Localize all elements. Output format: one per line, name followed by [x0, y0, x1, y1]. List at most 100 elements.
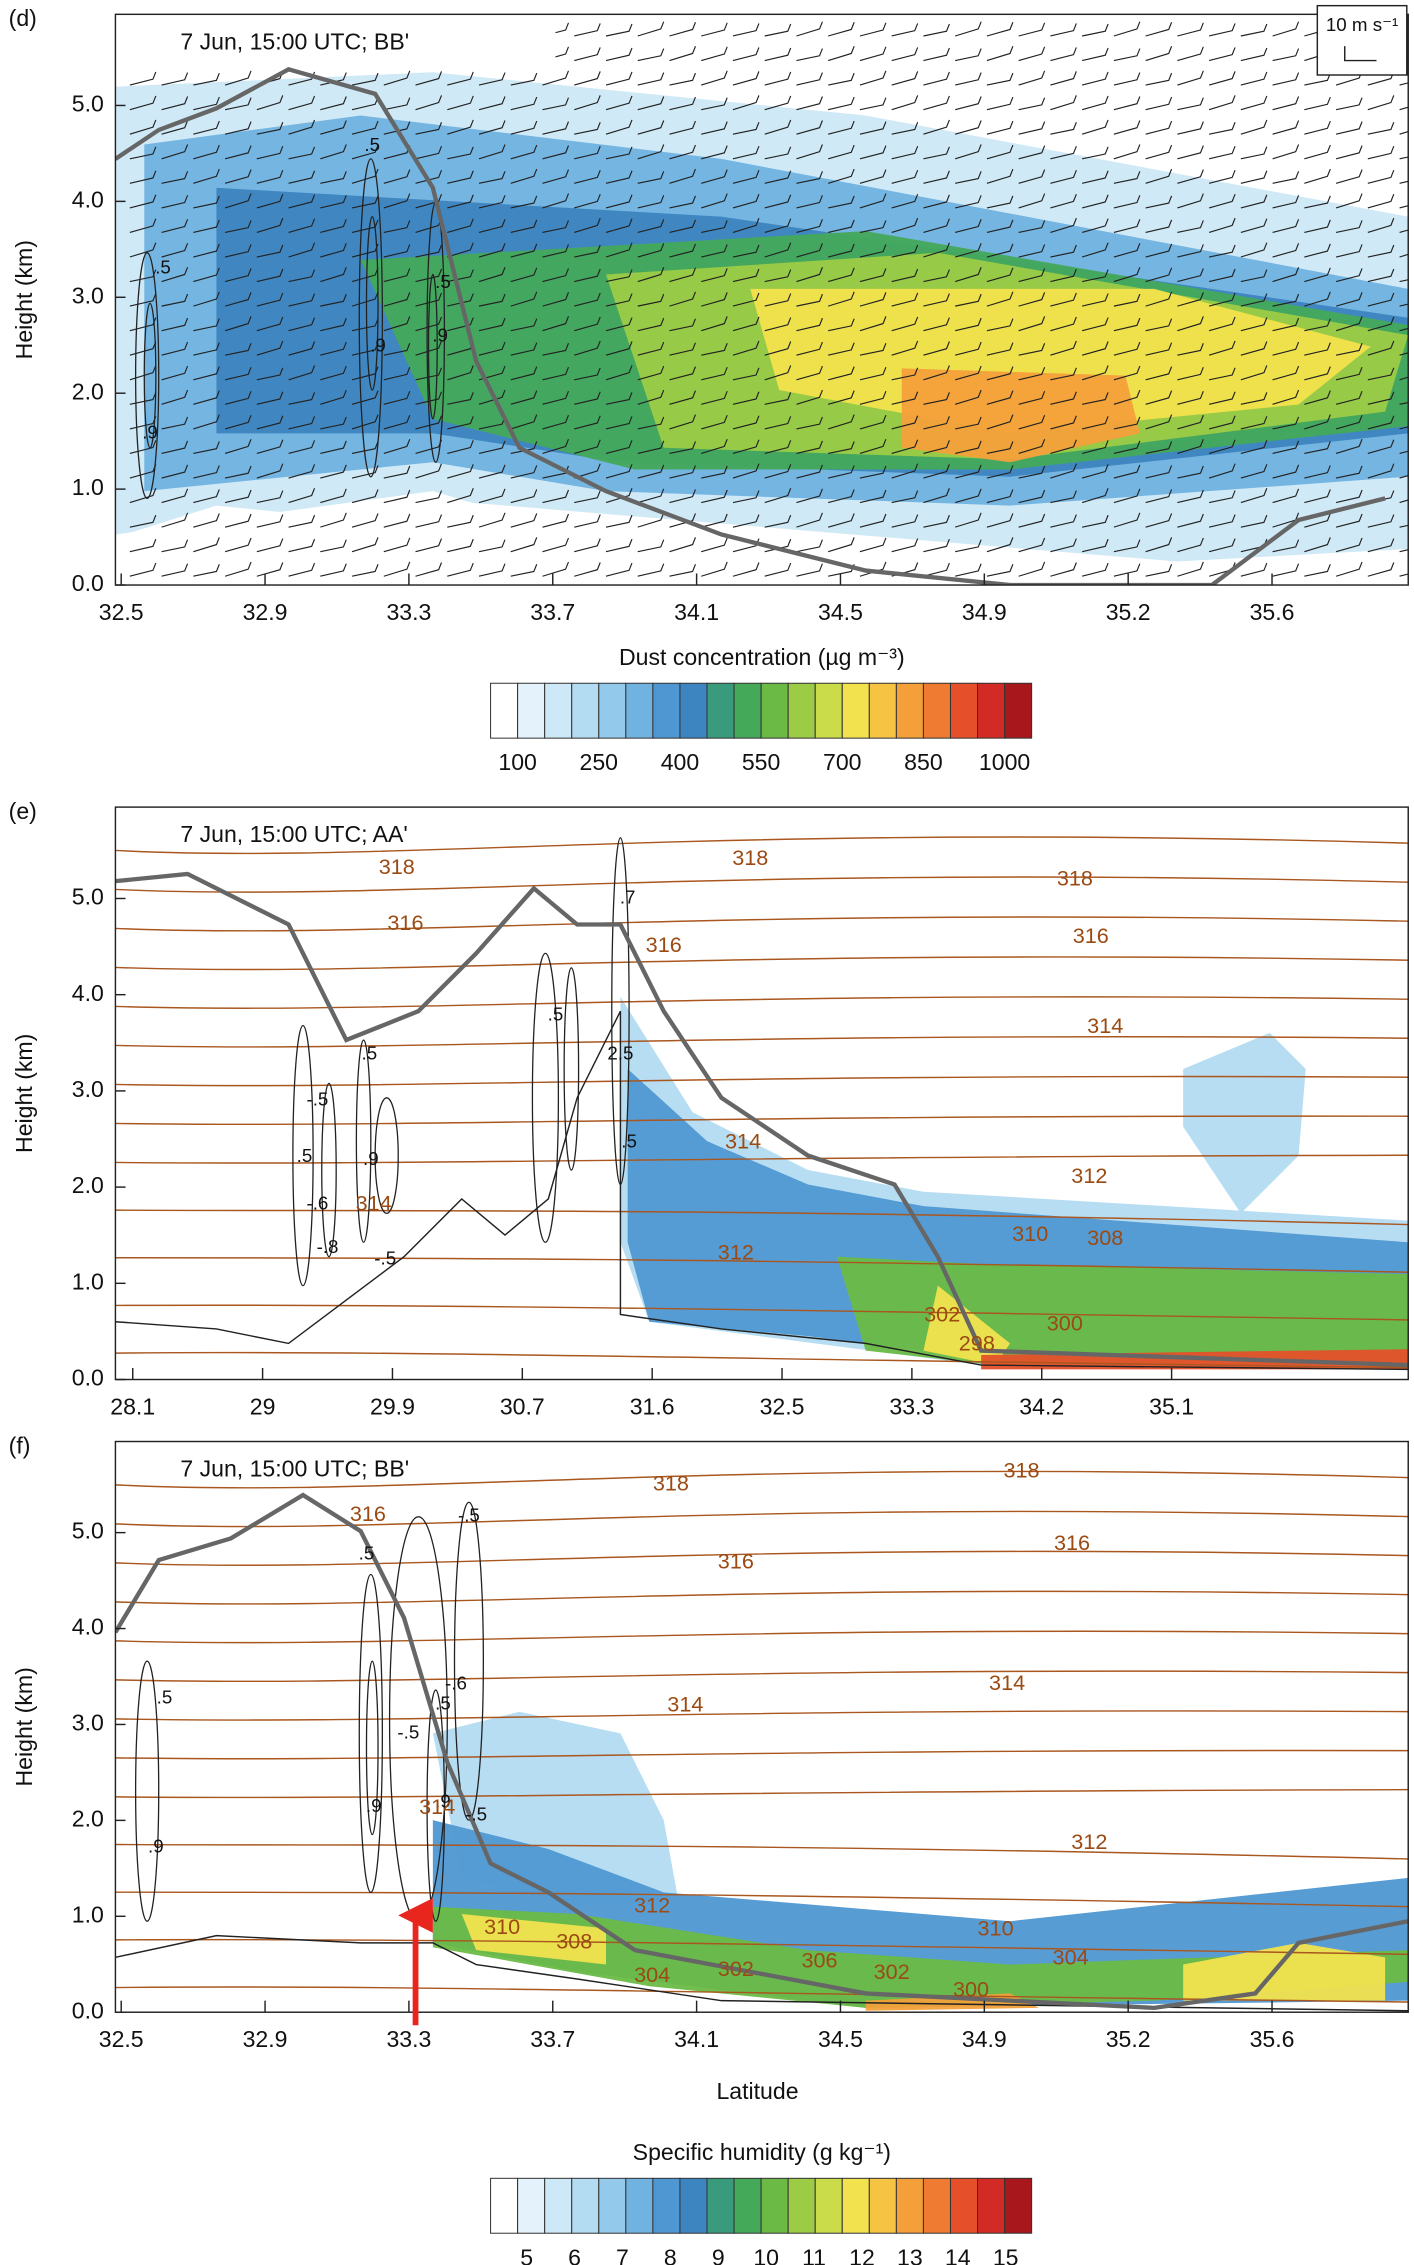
x-tick-label: 32.9	[243, 599, 288, 625]
colorbar-box	[544, 682, 573, 739]
contour-label: .5	[548, 1003, 564, 1024]
theta-contour	[115, 996, 1409, 1009]
y-tick-label: 2.0	[72, 1172, 104, 1198]
y-tick-label: 4.0	[72, 186, 104, 212]
y-tick-label: 0.0	[72, 570, 104, 596]
colorbar-box	[625, 2177, 654, 2234]
x-tick-label: 32.9	[243, 2026, 288, 2052]
theta-contour	[115, 1986, 1409, 2003]
theta-contour	[115, 1510, 1409, 1528]
panel: (d) 7 Jun, 15:00 UTC; BB' Height (km) 0.0 1.…	[9, 4, 1409, 775]
plot-area	[115, 1470, 1409, 2049]
colorbar-box	[679, 2177, 708, 2234]
shading	[836, 1256, 1409, 1366]
theta-contour	[115, 1470, 1409, 1489]
colorbar-box	[922, 2177, 951, 2234]
contour	[292, 1024, 314, 1287]
theta-label: 310	[978, 1916, 1014, 1941]
theta-label: 312	[634, 1892, 670, 1917]
theta-contour	[115, 1670, 1409, 1683]
colorbar-box	[490, 2177, 519, 2234]
theta-label: 318	[379, 854, 415, 879]
contour-label: .5	[362, 1042, 378, 1063]
panel: (f) 7 Jun, 15:00 UTC; BB' Height (km) 0.0 1.…	[9, 1432, 1409, 2265]
theta-label: 316	[350, 1501, 386, 1526]
x-tick-label: 34.5	[818, 599, 863, 625]
plot-area	[115, 836, 1409, 1371]
y-tick-label: 1.0	[72, 474, 104, 500]
colorbar-tick-label: 8	[664, 2244, 677, 2265]
theta-label: 318	[732, 845, 768, 870]
contour-label: .9	[363, 1148, 379, 1169]
contour	[134, 252, 160, 500]
x-tick-label: 34.1	[674, 2026, 719, 2052]
contour-label: -.5	[458, 1505, 480, 1526]
theta-label: 314	[356, 1190, 392, 1215]
shading	[1183, 1942, 1386, 2001]
terrain-line	[115, 1934, 1409, 2012]
theta-contour	[115, 1843, 1409, 1860]
theta-contour	[115, 1891, 1409, 1908]
x-tick-label: 30.7	[500, 1393, 545, 1419]
contour-label: .5	[364, 134, 380, 155]
contour-label: .5	[157, 1687, 173, 1708]
x-tick-label: 35.2	[1106, 599, 1151, 625]
theta-label: 314	[419, 1794, 455, 1819]
contour	[358, 158, 384, 478]
colorbar-box	[841, 682, 870, 739]
contour-label: .9	[142, 421, 158, 442]
colorbar-tick-label: 12	[849, 2244, 875, 2265]
y-tick-label: 3.0	[72, 282, 104, 308]
boundary-line	[115, 1492, 1409, 2011]
theta-label: 306	[801, 1947, 837, 1972]
theta-label: 316	[646, 932, 682, 957]
x-tick-label: 32.5	[99, 599, 144, 625]
x-tick-label: 35.6	[1250, 2026, 1295, 2052]
colorbar-box	[490, 682, 519, 739]
colorbar-box	[706, 2177, 735, 2234]
theta-contour	[115, 1749, 1409, 1760]
theta-label: 308	[556, 1929, 592, 1954]
plot-area	[115, 21, 1409, 586]
colorbar-box	[949, 2177, 979, 2234]
y-tick-label: 0.0	[72, 1997, 104, 2023]
y-tick-label: 0.0	[72, 1365, 104, 1391]
colorbar-label: Specific humidity (g kg⁻¹)	[633, 2139, 891, 2165]
y-tick-label: 5.0	[72, 1518, 104, 1544]
theta-contour	[115, 1788, 1409, 1799]
shading	[923, 1285, 1010, 1366]
theta-label: 318	[653, 1471, 689, 1496]
wind-scale-barb	[1344, 46, 1377, 62]
shading	[432, 1906, 1409, 2008]
x-tick-label: 33.3	[889, 1393, 934, 1419]
colorbar-box	[733, 682, 762, 739]
theta-label: 298	[959, 1331, 995, 1356]
colorbar-box	[760, 682, 789, 739]
x-tick-label: 33.3	[386, 2026, 431, 2052]
contour	[321, 1082, 337, 1258]
theta-contour	[115, 1304, 1409, 1321]
theta-label: 300	[1047, 1310, 1083, 1335]
theta-contour	[115, 1257, 1409, 1273]
contour-label: .5	[435, 1692, 451, 1713]
x-tick-label: 35.2	[1106, 2026, 1151, 2052]
contour-label: -.6	[306, 1193, 328, 1214]
contour-label: .5	[155, 257, 171, 278]
y-tick-label: 2.0	[72, 1805, 104, 1831]
y-axis-label: Height (km)	[11, 1667, 37, 1786]
x-tick-label: 33.7	[530, 2026, 575, 2052]
colorbar-box	[922, 682, 951, 739]
theta-label: 312	[1071, 1163, 1107, 1188]
contour	[365, 216, 379, 391]
terrain-mask	[115, 498, 1409, 586]
shading	[901, 368, 1140, 463]
colorbar-box	[571, 682, 600, 739]
colorbar-box	[814, 682, 843, 739]
colorbar-box	[868, 682, 897, 739]
plot-frame	[114, 1440, 1409, 2013]
y-tick-label: 1.0	[72, 1901, 104, 1927]
theta-contour	[115, 2034, 1408, 2049]
colorbar-tick-label: 6	[568, 2244, 581, 2265]
y-tick-label: 5.0	[72, 91, 104, 117]
colorbar-box	[598, 2177, 627, 2234]
